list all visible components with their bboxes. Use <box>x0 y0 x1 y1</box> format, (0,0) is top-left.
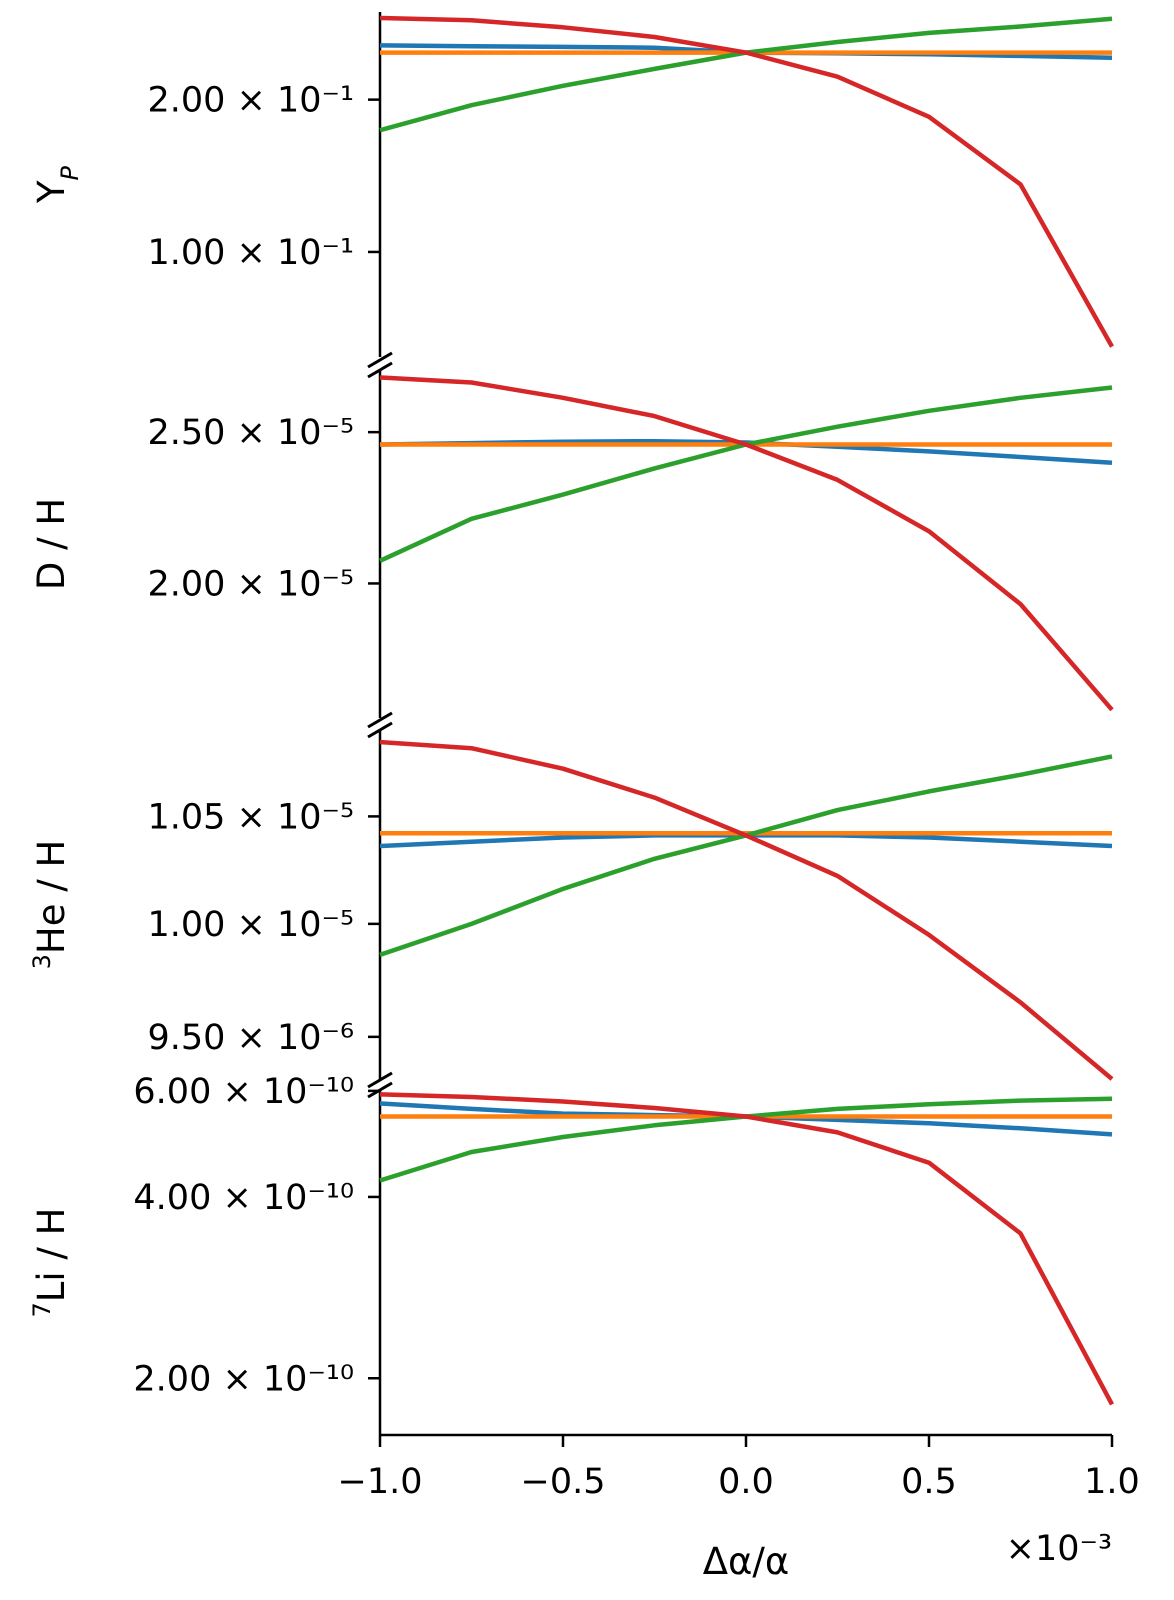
axis-break-stroke <box>367 1071 393 1089</box>
y-tick-label: 1.00 × 10⁻¹ <box>147 233 354 273</box>
y-tick-label: 4.00 × 10⁻¹⁰ <box>133 1178 354 1218</box>
series-line-4 <box>379 375 1114 712</box>
x-tick-label: −1.0 <box>338 1462 423 1502</box>
axis-break-stroke <box>367 361 393 379</box>
series-line-3 <box>379 16 1113 133</box>
y-axis-label: 7Li / H <box>28 1208 73 1318</box>
x-tick-label: 0.5 <box>901 1462 957 1502</box>
y-tick-label: 9.50 × 10⁻⁶ <box>147 1018 354 1058</box>
x-tick-label: −0.5 <box>521 1462 606 1502</box>
panels-group: 2.00 × 10⁻¹ 1.00 × 10⁻¹ YP 2.50 × 10⁻⁵ 2.00 … <box>28 12 1114 1435</box>
y-label-text: Y <box>30 180 73 204</box>
y-tick-label: 1.05 × 10⁻⁵ <box>147 797 354 837</box>
y-label-text: Li / H <box>30 1208 73 1303</box>
axis-break-stroke <box>367 1081 393 1099</box>
axis-break-stroke <box>367 711 393 729</box>
panel-1: 2.00 × 10⁻¹ 1.00 × 10⁻¹ YP <box>30 12 1114 357</box>
y-label-text: He / H <box>30 840 73 954</box>
y-tick-label: 2.00 × 10⁻⁵ <box>147 564 354 604</box>
series-line-4 <box>379 739 1114 1081</box>
y-label-superscript: 3 <box>28 954 56 969</box>
axis-break-stroke <box>367 351 393 369</box>
y-tick-label: 6.00 × 10⁻¹⁰ <box>133 1072 354 1112</box>
panel-4: 6.00 × 10⁻¹⁰ 4.00 × 10⁻¹⁰ 2.00 × 10⁻¹⁰ 7Li … <box>28 1071 1114 1435</box>
x-axis-label: Δα/α <box>703 1540 790 1583</box>
axis-break-stroke <box>367 721 393 739</box>
y-axis-label: 3He / H <box>28 840 73 970</box>
y-tick-label: 1.00 × 10⁻⁵ <box>147 905 354 945</box>
x-axis: −1.0 −0.5 0.0 0.5 1.0 Δα/α ×10⁻³ <box>338 1433 1140 1583</box>
y-tick-label: 2.00 × 10⁻¹ <box>147 81 354 121</box>
x-tick-label: 1.0 <box>1084 1462 1140 1502</box>
x-axis-multiplier: ×10⁻³ <box>1006 1529 1112 1569</box>
series-line-3 <box>379 385 1113 563</box>
series-line-4 <box>379 15 1114 348</box>
panel-2: 2.50 × 10⁻⁵ 2.00 × 10⁻⁵ D / H <box>30 351 1114 718</box>
y-axis-label: YP <box>30 165 84 204</box>
panel-3: 1.05 × 10⁻⁵ 1.00 × 10⁻⁵ 9.50 × 10⁻⁶ 3He / H <box>28 711 1114 1081</box>
y-tick-label: 2.00 × 10⁻¹⁰ <box>133 1359 354 1399</box>
y-label-superscript: 7 <box>28 1302 56 1317</box>
y-axis-label: D / H <box>30 498 73 590</box>
axis-break-mark <box>367 711 393 739</box>
x-tick-label: 0.0 <box>718 1462 774 1502</box>
series-line-1 <box>379 1101 1113 1137</box>
series-line-4 <box>379 1092 1114 1406</box>
y-label-subscript: P <box>56 165 84 180</box>
series-line-3 <box>379 754 1113 958</box>
axis-break-mark <box>367 351 393 379</box>
y-tick-label: 2.50 × 10⁻⁵ <box>147 413 354 453</box>
axis-break-mark <box>367 1071 393 1099</box>
